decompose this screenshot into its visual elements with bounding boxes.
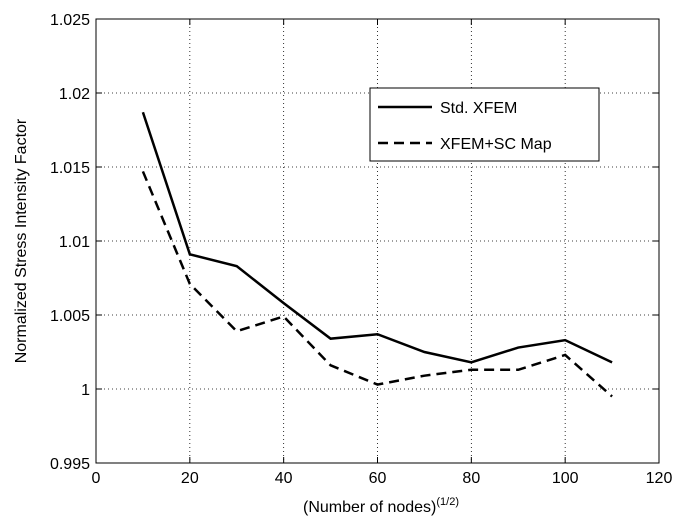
x-tick-label: 40 <box>275 470 293 487</box>
y-tick-label: 1.025 <box>50 12 90 29</box>
tick-labels: 0 20 40 60 80 100 120 0.995 1 1.005 1.01 1.015 1.02 1… <box>50 12 672 487</box>
series-layer <box>141 111 613 398</box>
legend-label-xfem-sc-map: XFEM+SC Map <box>440 136 552 153</box>
x-tick-label: 120 <box>646 470 673 487</box>
y-tick-label: 1 <box>81 382 90 399</box>
legend-label-std-xfem: Std. XFEM <box>440 100 517 117</box>
legend: Std. XFEM XFEM+SC Map <box>369 87 600 162</box>
x-tick-label: 20 <box>181 470 199 487</box>
x-axis-title: (Number of nodes)(1/2) <box>303 496 459 516</box>
ticks <box>95 18 660 464</box>
y-tick-label: 0.995 <box>50 456 90 473</box>
x-tick-label: 60 <box>369 470 387 487</box>
x-axis-title-superscript: (1/2) <box>436 496 459 508</box>
y-tick-label: 1.005 <box>50 308 90 325</box>
y-tick-label: 1.015 <box>50 160 90 177</box>
series-line-xfem-sc-map <box>141 170 613 398</box>
series-line-std-xfem <box>141 111 613 364</box>
y-axis-title: Normalized Stress Intensity Factor <box>13 118 30 363</box>
x-tick-label: 0 <box>92 470 101 487</box>
y-tick-label: 1.01 <box>59 234 90 251</box>
legend-box <box>369 87 600 162</box>
y-tick-label: 1.02 <box>59 86 90 103</box>
x-tick-label: 80 <box>462 470 480 487</box>
x-tick-label: 100 <box>552 470 579 487</box>
